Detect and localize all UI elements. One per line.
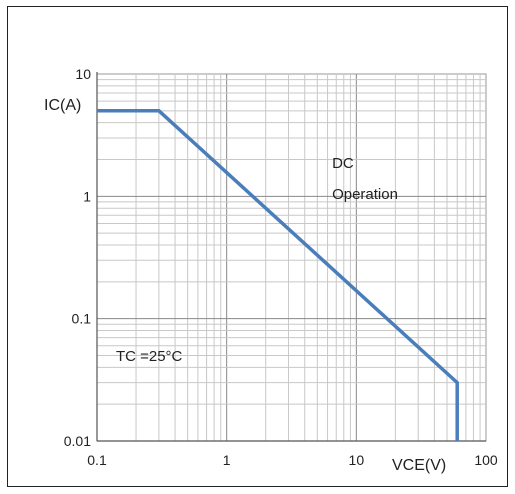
annotation-text: DC <box>332 155 354 172</box>
plot-area <box>96 73 487 442</box>
annotation-text: TC =25°C <box>116 348 183 365</box>
series-group <box>97 109 459 441</box>
x-tick-label: 10 <box>349 452 365 468</box>
annotation-text: Operation <box>332 186 398 203</box>
tick-labels: 0.1 1 10 100 0.01 0.1 1 10 <box>64 66 498 468</box>
x-axis-label: VCE(V) <box>392 457 446 474</box>
y-tick-label: 1 <box>83 188 91 204</box>
x-tick-label: 0.1 <box>87 452 107 468</box>
x-tick-label: 100 <box>474 452 498 468</box>
y-tick-label: 0.01 <box>64 433 91 449</box>
y-tick-label: 10 <box>75 66 91 82</box>
grid <box>96 72 487 442</box>
soa-curve <box>97 109 459 441</box>
x-tick-label: 1 <box>223 452 231 468</box>
y-tick-label: 0.1 <box>72 311 92 327</box>
annotations: DC Operation TC =25°C <box>116 155 398 365</box>
y-axis-label: IC(A) <box>44 97 81 114</box>
